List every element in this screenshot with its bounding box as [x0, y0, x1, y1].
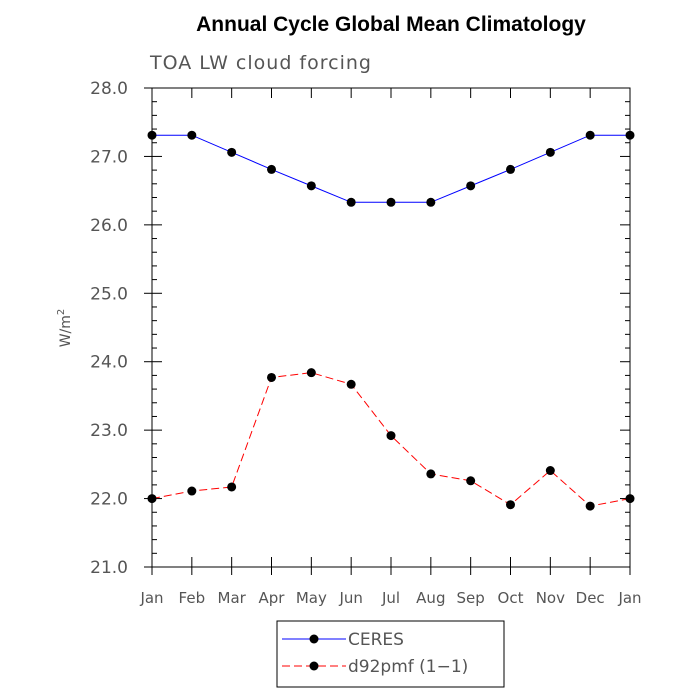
x-tick-label: Nov	[536, 589, 565, 607]
x-tick-label: May	[296, 589, 327, 607]
legend-swatch-marker	[309, 634, 319, 644]
legend-label: d92pmf (1−1)	[348, 657, 468, 677]
x-tick-label: Mar	[218, 589, 247, 607]
data-point	[187, 130, 197, 140]
x-tick-label: Aug	[416, 589, 445, 607]
data-point	[386, 197, 396, 207]
y-tick-label: 28.0	[90, 79, 128, 99]
y-tick-label: 24.0	[90, 353, 128, 373]
data-point	[386, 431, 396, 441]
data-point	[585, 501, 595, 511]
series-layer	[147, 130, 635, 511]
y-axis: 21.0 22.0 23.0 24.0 25.0 26.0 27.0 28.0	[90, 79, 630, 578]
data-point	[306, 181, 316, 191]
y-tick-label: 21.0	[90, 558, 128, 578]
data-point	[625, 494, 635, 504]
y-tick-label: 27.0	[90, 147, 128, 167]
data-point	[227, 482, 237, 492]
x-tick-label: Apr	[259, 589, 286, 607]
chart-title: Annual Cycle Global Mean Climatology	[196, 13, 586, 36]
series-line	[152, 134, 630, 203]
data-point	[227, 147, 237, 157]
data-point	[306, 368, 316, 378]
data-point	[147, 494, 157, 504]
series-1	[147, 368, 635, 511]
data-point	[506, 500, 515, 510]
chart-subtitle: TOA LW cloud forcing	[149, 52, 372, 74]
legend-label: CERES	[348, 630, 404, 650]
x-tick-label: Jan	[139, 589, 163, 607]
legend-swatch-marker	[309, 661, 319, 671]
plot-area	[151, 87, 631, 568]
legend-box	[276, 620, 505, 688]
y-axis-label: W/m2	[56, 309, 74, 348]
data-point	[346, 197, 356, 207]
data-point	[346, 379, 356, 389]
x-axis: Jan Feb Mar Apr May Jun Jul Aug Sep Oct Nov Dec Jan	[139, 88, 642, 607]
x-tick-label: Oct	[498, 589, 524, 607]
legend: CERES d92pmf (1−1)	[276, 620, 505, 688]
legend-item: d92pmf (1−1)	[282, 657, 468, 677]
x-tick-label: Jan	[617, 589, 641, 607]
y-tick-label: 25.0	[90, 284, 128, 304]
y-tick-label: 26.0	[90, 216, 128, 236]
plot-frame	[151, 87, 631, 568]
y-tick-label: 23.0	[90, 421, 128, 441]
data-point	[187, 486, 197, 496]
data-point	[426, 469, 436, 479]
legend-item: CERES	[282, 630, 404, 650]
data-point	[625, 130, 635, 140]
data-point	[426, 197, 436, 207]
data-point	[506, 164, 515, 174]
x-tick-label: Dec	[576, 589, 605, 607]
x-tick-label: Jul	[381, 589, 400, 607]
data-point	[545, 147, 555, 157]
data-point	[466, 476, 476, 486]
data-point	[585, 130, 595, 140]
data-point	[147, 130, 157, 140]
series-0	[147, 130, 635, 207]
x-tick-label: Jun	[338, 589, 362, 607]
x-tick-label: Sep	[457, 589, 485, 607]
data-point	[545, 466, 555, 476]
y-tick-label: 22.0	[90, 490, 128, 510]
data-point	[267, 372, 276, 382]
data-point	[466, 181, 476, 191]
x-tick-label: Feb	[179, 589, 206, 607]
data-point	[267, 164, 276, 174]
